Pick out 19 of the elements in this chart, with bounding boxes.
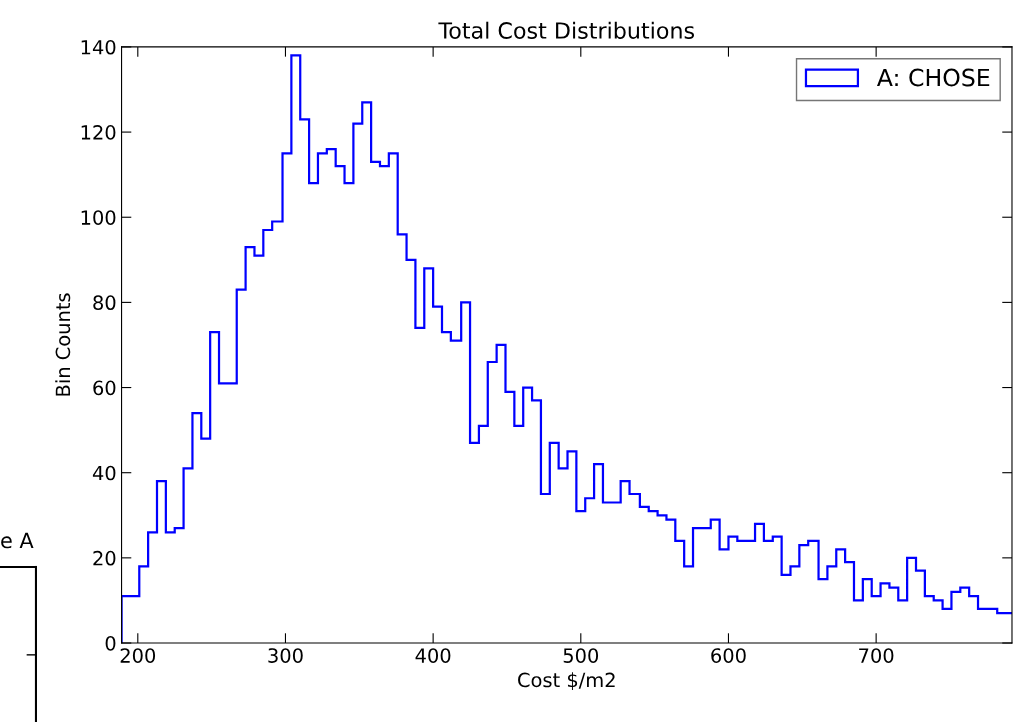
x-tick-label: 500 bbox=[563, 648, 599, 663]
y-tick-label: 40 bbox=[92, 465, 116, 481]
x-axis-title: Cost $/m2 bbox=[518, 672, 615, 690]
x-tick-label: 600 bbox=[711, 648, 746, 663]
y-tick-label: 0 bbox=[105, 635, 116, 651]
x-tick-label: 300 bbox=[268, 648, 303, 663]
x-tick-label: 200 bbox=[120, 648, 156, 663]
y-tick-label: 60 bbox=[93, 380, 116, 396]
x-tick-label: 400 bbox=[415, 648, 451, 663]
y-tick-label: 20 bbox=[93, 550, 116, 566]
legend-label: A: CHOSE bbox=[876, 68, 990, 87]
y-axis-title: Bin Counts bbox=[55, 293, 71, 396]
y-tick-label: 100 bbox=[81, 210, 116, 225]
y-tick-label: 140 bbox=[81, 39, 116, 55]
text: e A bbox=[1, 532, 34, 549]
chart-title: Total Cost Distributions bbox=[438, 21, 695, 39]
y-tick-label: 80 bbox=[93, 295, 116, 311]
y-tick-label: 120 bbox=[81, 125, 116, 140]
x-tick-label: 700 bbox=[859, 648, 894, 663]
